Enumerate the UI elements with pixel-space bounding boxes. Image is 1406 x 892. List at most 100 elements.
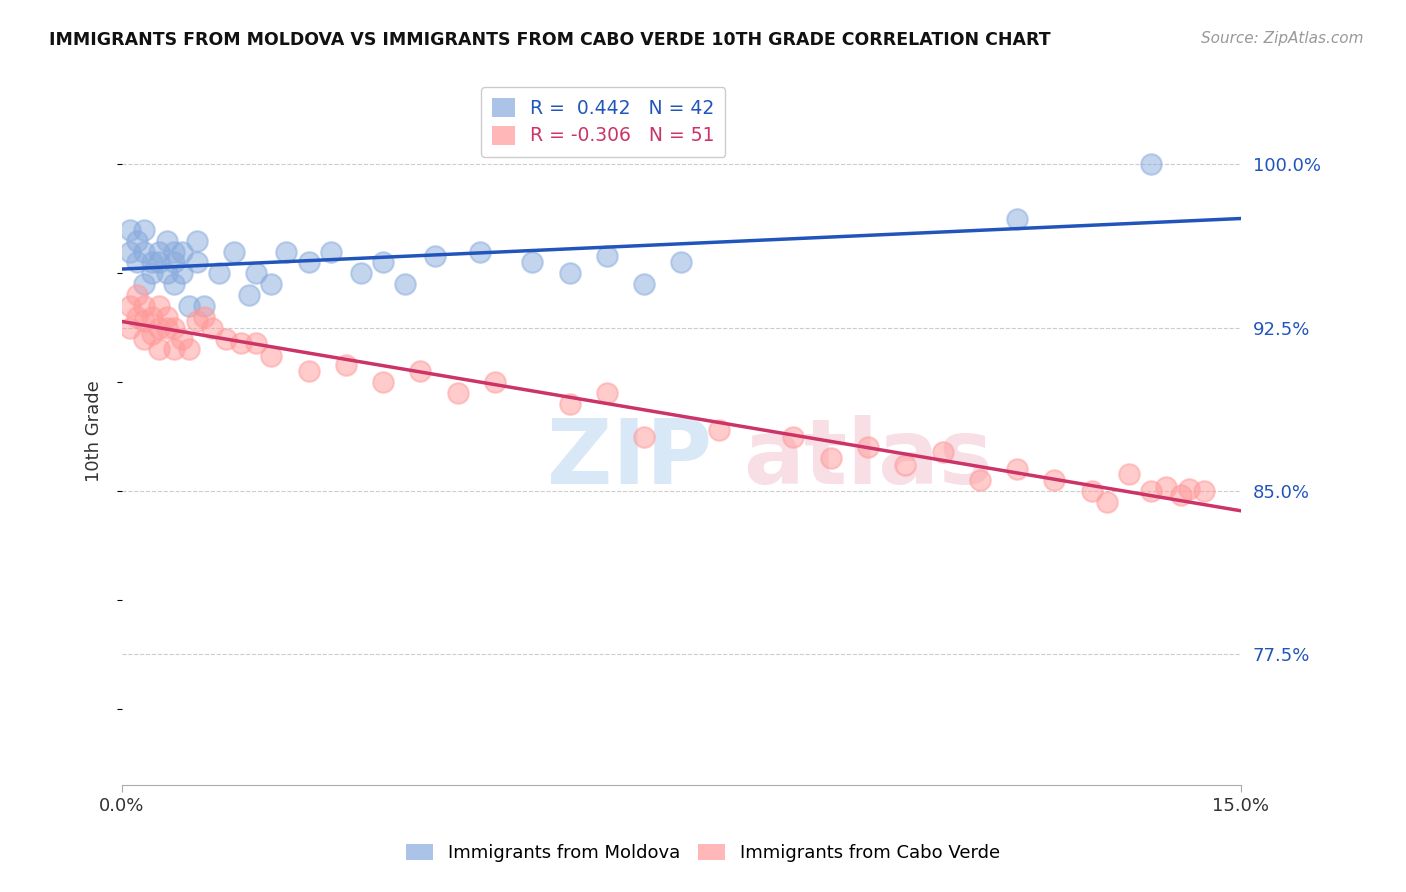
- Point: [193, 310, 215, 324]
- Point: [193, 299, 215, 313]
- Point: [558, 397, 581, 411]
- Point: [186, 255, 208, 269]
- Point: [782, 429, 804, 443]
- Point: [522, 255, 544, 269]
- Point: [163, 244, 186, 259]
- Point: [1140, 157, 1163, 171]
- Point: [156, 320, 179, 334]
- Point: [276, 244, 298, 259]
- Point: [125, 234, 148, 248]
- Text: ZIP: ZIP: [547, 416, 713, 503]
- Y-axis label: 10th Grade: 10th Grade: [86, 380, 103, 482]
- Point: [134, 299, 156, 313]
- Point: [134, 223, 156, 237]
- Text: IMMIGRANTS FROM MOLDOVA VS IMMIGRANTS FROM CABO VERDE 10TH GRADE CORRELATION CHA: IMMIGRANTS FROM MOLDOVA VS IMMIGRANTS FR…: [49, 31, 1050, 49]
- Point: [156, 310, 179, 324]
- Point: [856, 441, 879, 455]
- Point: [596, 249, 619, 263]
- Legend: R =  0.442   N = 42, R = -0.306   N = 51: R = 0.442 N = 42, R = -0.306 N = 51: [481, 87, 725, 157]
- Point: [335, 358, 357, 372]
- Point: [118, 223, 141, 237]
- Point: [186, 314, 208, 328]
- Point: [163, 277, 186, 292]
- Point: [468, 244, 491, 259]
- Point: [596, 386, 619, 401]
- Point: [156, 266, 179, 280]
- Point: [633, 429, 655, 443]
- Point: [319, 244, 342, 259]
- Point: [238, 288, 260, 302]
- Point: [215, 332, 238, 346]
- Point: [394, 277, 416, 292]
- Point: [170, 244, 193, 259]
- Point: [447, 386, 470, 401]
- Point: [118, 320, 141, 334]
- Point: [425, 249, 447, 263]
- Text: atlas: atlas: [742, 416, 993, 503]
- Point: [118, 244, 141, 259]
- Text: Source: ZipAtlas.com: Source: ZipAtlas.com: [1201, 31, 1364, 46]
- Point: [163, 255, 186, 269]
- Point: [1005, 211, 1028, 226]
- Point: [141, 266, 163, 280]
- Point: [969, 473, 991, 487]
- Point: [297, 255, 319, 269]
- Point: [484, 375, 506, 389]
- Point: [134, 314, 156, 328]
- Legend: Immigrants from Moldova, Immigrants from Cabo Verde: Immigrants from Moldova, Immigrants from…: [399, 837, 1007, 870]
- Point: [671, 255, 693, 269]
- Point: [148, 255, 170, 269]
- Point: [350, 266, 373, 280]
- Point: [141, 310, 163, 324]
- Point: [148, 244, 170, 259]
- Point: [125, 288, 148, 302]
- Point: [245, 335, 267, 350]
- Point: [231, 335, 253, 350]
- Point: [163, 320, 186, 334]
- Point: [125, 255, 148, 269]
- Point: [1156, 480, 1178, 494]
- Point: [134, 277, 156, 292]
- Point: [260, 349, 283, 363]
- Point: [222, 244, 245, 259]
- Point: [125, 310, 148, 324]
- Point: [1177, 482, 1199, 496]
- Point: [633, 277, 655, 292]
- Point: [170, 266, 193, 280]
- Point: [245, 266, 267, 280]
- Point: [134, 332, 156, 346]
- Point: [707, 423, 730, 437]
- Point: [179, 343, 201, 357]
- Point: [409, 364, 432, 378]
- Point: [558, 266, 581, 280]
- Point: [148, 299, 170, 313]
- Point: [371, 255, 394, 269]
- Point: [1080, 483, 1102, 498]
- Point: [134, 244, 156, 259]
- Point: [1170, 488, 1192, 502]
- Point: [1192, 483, 1215, 498]
- Point: [200, 320, 222, 334]
- Point: [371, 375, 394, 389]
- Point: [297, 364, 319, 378]
- Point: [1095, 495, 1118, 509]
- Point: [141, 255, 163, 269]
- Point: [186, 234, 208, 248]
- Point: [156, 234, 179, 248]
- Point: [141, 327, 163, 342]
- Point: [894, 458, 917, 472]
- Point: [170, 332, 193, 346]
- Point: [163, 343, 186, 357]
- Point: [1140, 483, 1163, 498]
- Point: [179, 299, 201, 313]
- Point: [260, 277, 283, 292]
- Point: [148, 320, 170, 334]
- Point: [1118, 467, 1140, 481]
- Point: [118, 299, 141, 313]
- Point: [1043, 473, 1066, 487]
- Point: [931, 444, 953, 458]
- Point: [208, 266, 231, 280]
- Point: [148, 343, 170, 357]
- Point: [1005, 462, 1028, 476]
- Point: [820, 451, 842, 466]
